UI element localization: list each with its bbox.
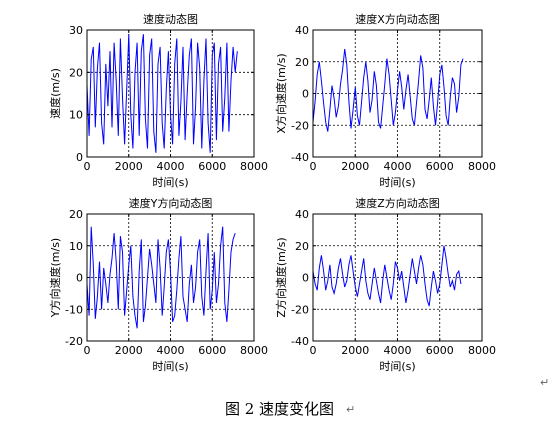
x-tick-label: 0	[84, 344, 91, 357]
y-tick-label: 20	[69, 66, 83, 79]
y-tick-label: 40	[295, 24, 309, 37]
y-tick-label: 20	[295, 240, 309, 253]
x-axis-label: 时间(s)	[152, 176, 188, 189]
y-tick-label: 0	[76, 272, 83, 285]
y-tick-label: -40	[291, 335, 309, 348]
y-axis-label: Z方向速度(m/s)	[274, 237, 288, 317]
series-line	[86, 226, 236, 329]
x-tick-label: 4000	[157, 344, 185, 357]
x-tick-label: 2000	[341, 160, 369, 173]
chart-speed-y: 0 2000 4000 6000 8000 -20 -10 0 10 20 速度Y方向动态图时间(s…	[48, 196, 268, 373]
series-line	[312, 48, 464, 132]
x-tick-label: 0	[310, 344, 317, 357]
y-tick-label: 30	[69, 24, 83, 37]
chart-speed-x: 0 2000 4000 6000 8000 -40 -20 0 20 40 速度X方向动态图时间(s…	[274, 12, 496, 189]
x-tick-label: 4000	[384, 160, 412, 173]
x-tick-label: 8000	[240, 344, 268, 357]
x-tick-label: 2000	[115, 160, 143, 173]
y-axis-label: 速度(m/s)	[48, 68, 62, 119]
y-tick-label: -20	[65, 335, 83, 348]
y-tick-label: 20	[295, 56, 309, 69]
x-axis-label: 时间(s)	[379, 176, 415, 189]
chart-title: 速度动态图	[143, 12, 198, 26]
chart-title: 速度X方向动态图	[355, 12, 440, 26]
y-tick-label: 10	[69, 240, 83, 253]
y-tick-label: -20	[291, 303, 309, 316]
x-tick-label: 0	[84, 160, 91, 173]
x-axis-label: 时间(s)	[152, 360, 188, 373]
y-axis-label: Y方向速度(m/s)	[48, 238, 62, 318]
chart-speed-z: 0 2000 4000 6000 8000 -40 -20 0 20 40 速度Z方向动态图时间(s…	[274, 196, 496, 373]
y-tick-label: 20	[69, 208, 83, 221]
y-tick-label: -10	[65, 303, 83, 316]
y-tick-label: -20	[291, 119, 309, 132]
x-tick-label: 2000	[115, 344, 143, 357]
x-tick-label: 4000	[157, 160, 185, 173]
x-tick-label: 6000	[198, 344, 226, 357]
x-axis-label: 时间(s)	[379, 360, 415, 373]
x-tick-label: 6000	[198, 160, 226, 173]
x-tick-label: 4000	[384, 344, 412, 357]
paragraph-mark: ↵	[540, 376, 550, 389]
x-tick-label: 8000	[240, 160, 268, 173]
plot-area	[87, 30, 254, 157]
x-tick-label: 8000	[468, 344, 496, 357]
y-tick-label: 40	[295, 208, 309, 221]
y-tick-label: 10	[69, 109, 83, 122]
x-tick-label: 6000	[426, 160, 454, 173]
x-tick-label: 6000	[426, 344, 454, 357]
y-tick-label: 0	[76, 151, 83, 164]
x-tick-label: 0	[310, 160, 317, 173]
x-tick-label: 2000	[341, 344, 369, 357]
series-line	[312, 245, 462, 307]
y-tick-label: 0	[302, 272, 309, 285]
y-tick-label: 0	[302, 88, 309, 101]
y-tick-label: -40	[291, 151, 309, 164]
chart-title: 速度Y方向动态图	[129, 196, 213, 210]
caption-paragraph-mark: ↵	[346, 403, 356, 416]
series-line	[86, 34, 238, 153]
y-axis-label: X方向速度(m/s)	[274, 53, 288, 133]
x-tick-label: 8000	[468, 160, 496, 173]
figure-caption: 图 2 速度变化图	[224, 400, 335, 418]
chart-title: 速度Z方向动态图	[355, 196, 440, 210]
